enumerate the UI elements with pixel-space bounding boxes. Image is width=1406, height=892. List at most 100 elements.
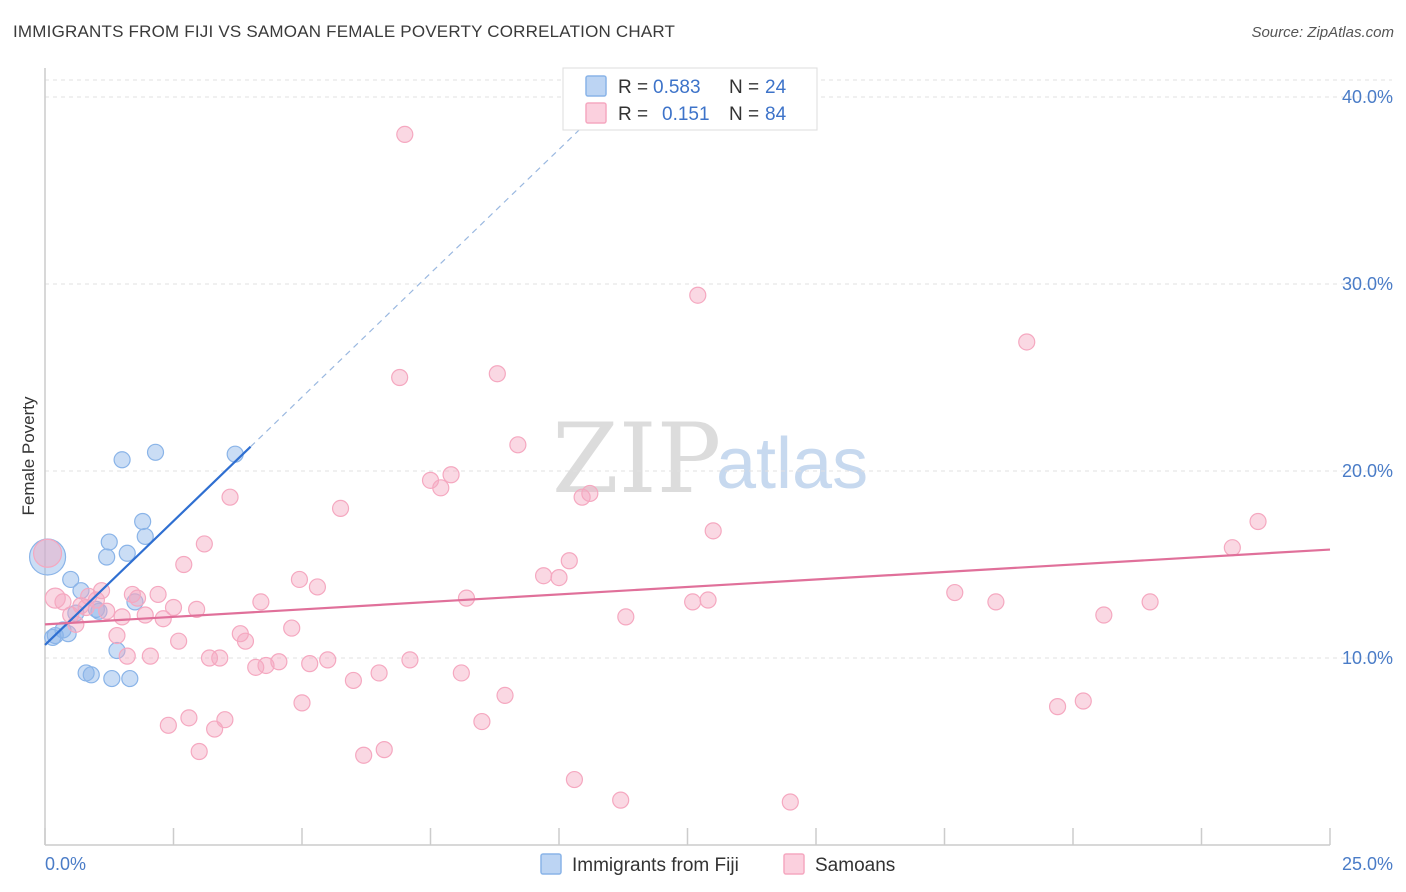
data-point [190, 742, 208, 761]
legend-swatch-samoans [783, 853, 805, 875]
gridlines [45, 79, 1392, 659]
data-point [175, 555, 193, 574]
data-point [108, 641, 126, 660]
data-point [121, 669, 139, 688]
data-point [1018, 333, 1036, 351]
data-point [946, 583, 964, 602]
y-axis-title: Female Poverty [19, 396, 38, 516]
stats-legend-swatch-samoans [585, 102, 607, 124]
data-point [396, 125, 414, 143]
data-point [473, 712, 491, 731]
data-point [370, 664, 388, 682]
data-point [146, 443, 165, 461]
y-tick-label: 20.0% [1342, 461, 1393, 481]
data-point [108, 626, 126, 645]
data-point [581, 484, 599, 503]
data-point [1048, 698, 1067, 716]
data-point [103, 669, 121, 688]
data-point [987, 593, 1005, 611]
watermark-zip: ZIP [552, 403, 721, 515]
legend-label-samoans: Samoans [815, 855, 895, 876]
data-point [32, 538, 63, 568]
legend-r-label-samoans: R = [618, 104, 648, 125]
data-point [226, 445, 244, 463]
data-point [252, 593, 270, 611]
y-tick-label: 10.0% [1342, 648, 1393, 668]
data-point [1095, 606, 1113, 624]
data-point [617, 608, 635, 626]
trendline-fiji [44, 445, 252, 646]
data-point [488, 365, 506, 383]
data-point [457, 589, 476, 607]
series-legend: Immigrants from Fiji Samoans [540, 853, 895, 876]
data-point [301, 655, 319, 673]
trendline-extension-fiji [250, 119, 591, 448]
data-point [216, 711, 234, 729]
x-tick-label-max: 25.0% [1342, 854, 1393, 874]
trendlines [44, 119, 1331, 646]
data-point [221, 488, 239, 506]
data-point [1141, 593, 1159, 611]
data-point [432, 479, 450, 497]
data-point [452, 664, 470, 682]
stats-legend-swatch-fiji [585, 75, 607, 97]
source-credit: Source: ZipAtlas.com [1251, 24, 1394, 41]
legend-r-label-fiji: R = [618, 77, 648, 98]
data-point [391, 368, 409, 387]
data-point [290, 570, 309, 589]
trendline-samoans [44, 548, 1331, 626]
legend-label-fiji: Immigrants from Fiji [572, 855, 739, 876]
legend-n-value-samoans: 84 [765, 104, 787, 125]
legend-r-value-samoans: 0.151 [662, 104, 710, 125]
y-tick-label: 40.0% [1342, 87, 1393, 107]
data-point [98, 602, 116, 620]
data-point [684, 593, 702, 611]
data-point [128, 589, 147, 607]
data-point [344, 671, 362, 690]
watermark-atlas: atlas [716, 424, 868, 504]
data-point [689, 286, 707, 304]
data-point [401, 651, 419, 669]
data-point [136, 606, 154, 624]
data-point [134, 512, 152, 531]
data-point [612, 791, 630, 809]
data-point [113, 451, 131, 469]
data-point [550, 568, 568, 587]
data-point [565, 770, 584, 789]
data-point [77, 598, 95, 617]
data-point [164, 598, 183, 617]
data-point [188, 600, 206, 618]
legend-n-value-fiji: 24 [765, 77, 787, 98]
data-point [257, 656, 275, 675]
data-point [180, 709, 198, 727]
data-point [1074, 692, 1092, 710]
legend-n-label-samoans: N = [729, 104, 759, 125]
data-point [560, 552, 578, 570]
data-point [136, 527, 154, 546]
data-point [54, 593, 72, 611]
data-point [118, 647, 136, 665]
series-samoans [32, 125, 1267, 811]
data-point [355, 746, 373, 764]
data-point [159, 716, 177, 734]
chart-title: IMMIGRANTS FROM FIJI VS SAMOAN FEMALE PO… [13, 22, 676, 41]
axes: 10.0% 20.0% 30.0% 40.0% 0.0% 25.0% [44, 68, 1393, 874]
data-point [149, 585, 167, 604]
data-point [100, 533, 118, 551]
data-point [82, 666, 100, 684]
data-point [704, 522, 722, 540]
legend-r-value-fiji: 0.583 [653, 77, 701, 98]
data-point [195, 535, 213, 553]
data-point [62, 570, 80, 589]
data-point [211, 649, 229, 667]
data-point [236, 632, 255, 650]
data-point [699, 591, 717, 609]
data-point [496, 686, 514, 705]
data-point [283, 619, 301, 637]
data-point [534, 567, 553, 585]
data-point [113, 608, 131, 626]
data-point [331, 499, 350, 517]
data-point [293, 694, 311, 712]
data-point [781, 793, 799, 811]
